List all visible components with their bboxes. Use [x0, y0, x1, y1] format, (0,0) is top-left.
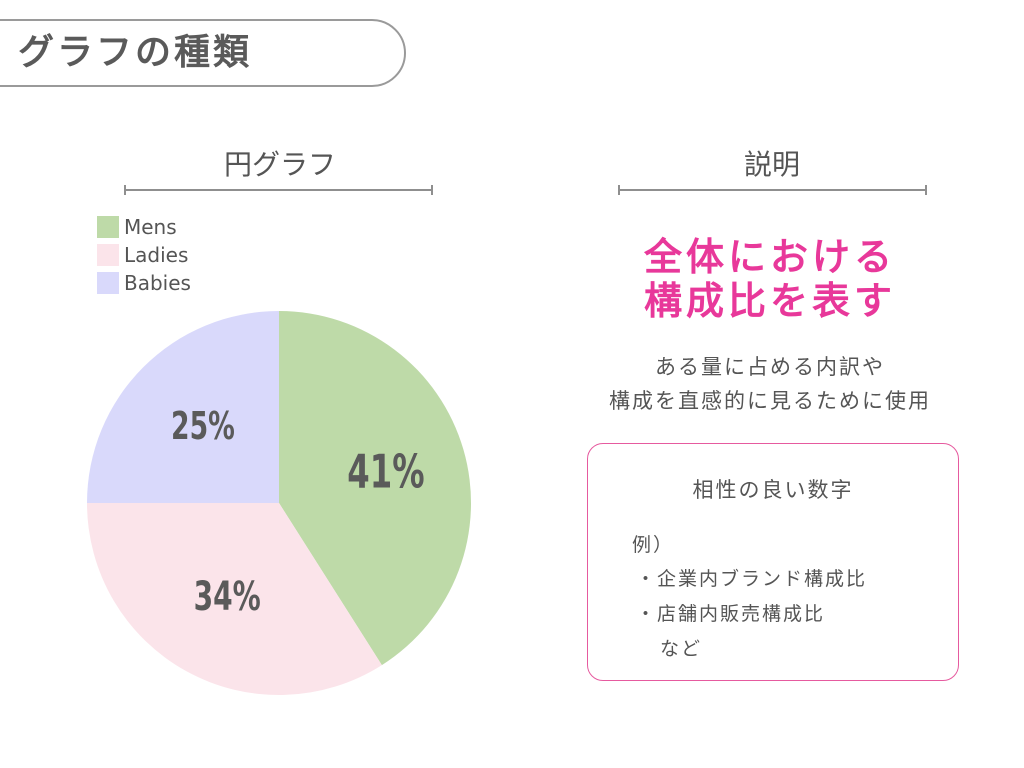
pie-label-mens: 41%: [347, 445, 424, 499]
right-section-heading: 説明: [743, 148, 800, 181]
legend-swatch-babies: [97, 272, 119, 294]
headline-line-2: 構成比を表す: [643, 279, 896, 323]
example-item-1: ・企業内ブランド構成比: [636, 568, 868, 590]
legend-label-mens: Mens: [124, 215, 177, 239]
legend-item-mens: Mens: [97, 213, 191, 241]
right-section-rule: [618, 185, 927, 195]
box-title: 相性の良い数字: [692, 478, 854, 502]
legend-swatch-ladies: [97, 244, 119, 266]
compatible-numbers-box: 相性の良い数字 例） ・企業内ブランド構成比 ・店舗内販売構成比 など: [587, 443, 959, 681]
legend-label-ladies: Ladies: [124, 243, 189, 267]
pie-label-ladies: 34%: [194, 574, 261, 620]
left-section-heading: 円グラフ: [223, 148, 336, 181]
legend-swatch-mens: [97, 216, 119, 238]
example-item-2: ・店舗内販売構成比: [636, 603, 826, 625]
example-label: 例）: [632, 534, 675, 556]
left-section-rule: [124, 185, 433, 195]
pie-label-babies: 25%: [171, 405, 235, 450]
pie-slice-babies: [87, 311, 279, 503]
legend-label-babies: Babies: [124, 271, 191, 295]
pie-slice-ladies: [87, 503, 382, 695]
description-line-2: 構成を直感的に見るために使用: [609, 389, 931, 413]
legend-item-ladies: Ladies: [97, 241, 191, 269]
example-suffix: など: [660, 638, 703, 660]
title-banner: [0, 19, 406, 87]
description-line-1: ある量に占める内訳や: [655, 355, 885, 379]
headline-line-1: 全体における: [643, 235, 896, 279]
pie-slice-mens: [279, 311, 472, 666]
page-title: グラフの種類: [18, 32, 253, 73]
chart-legend: Mens Ladies Babies: [97, 213, 191, 297]
legend-item-babies: Babies: [97, 269, 191, 297]
